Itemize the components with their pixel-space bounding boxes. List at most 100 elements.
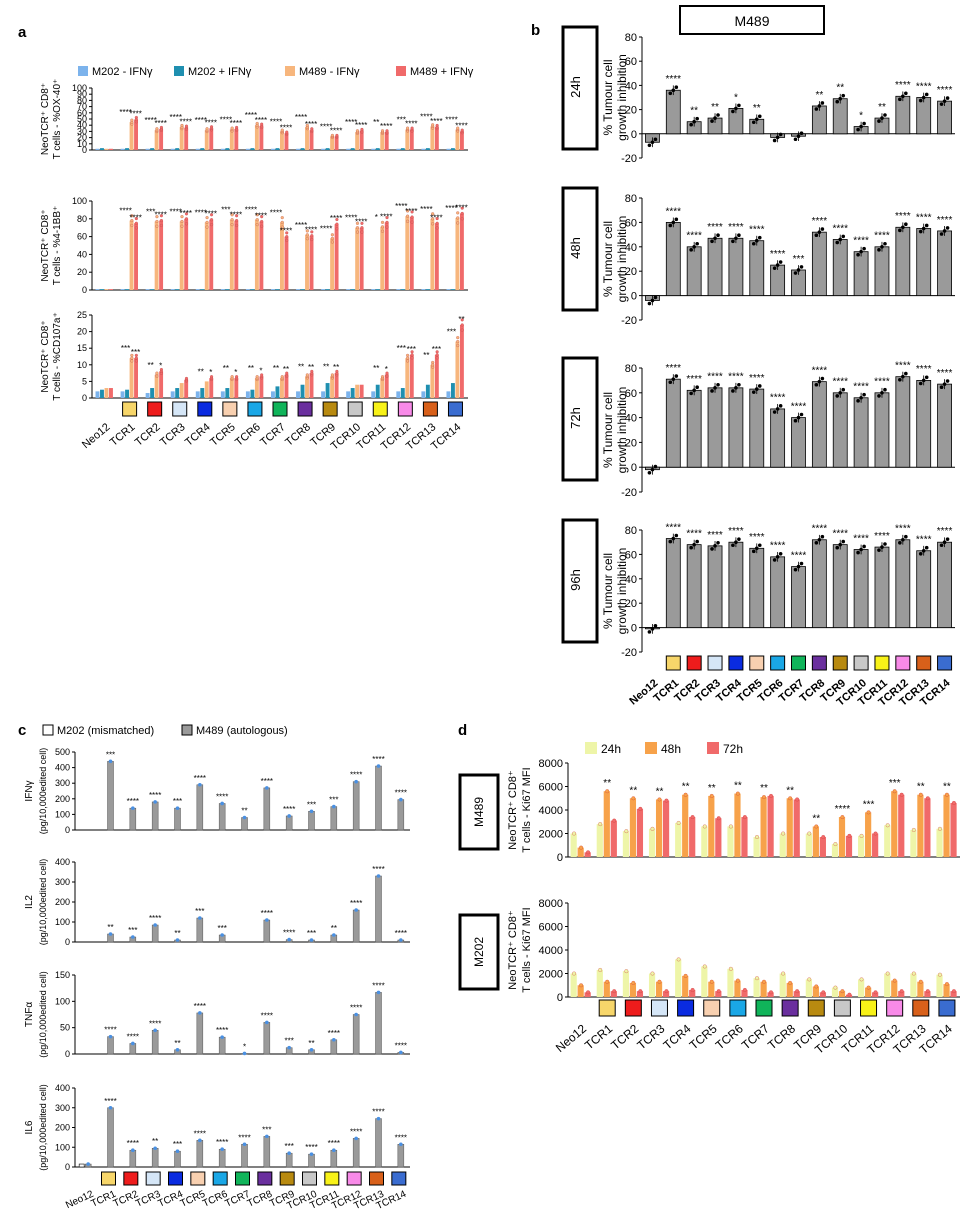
tcr-color-square [147,401,163,417]
significance-label: ** [786,785,794,796]
significance-label: *** [432,345,441,354]
data-point [650,467,655,472]
significance-label: **** [832,529,848,540]
data-point [399,938,403,942]
bar [209,219,214,290]
significance-label: **** [283,805,295,814]
data-point [335,227,339,231]
y-tick-label: 20 [77,327,87,337]
bar [174,1150,181,1168]
data-point [205,225,209,229]
y-axis-unit: (pg/10,000edited cell) [38,748,48,835]
data-point [305,123,309,128]
data-point [841,234,846,239]
y-tick-label: 0 [631,462,637,474]
data-point [184,376,189,381]
data-point [376,874,381,878]
data-point [435,217,439,221]
bar [145,148,150,150]
tcr-color-square [665,655,681,671]
data-point [807,977,812,982]
tcr-color-square [937,655,953,671]
y-tick-label: 0 [557,852,563,864]
data-point [572,971,577,976]
data-point [332,1148,336,1153]
bar [195,391,200,398]
y-axis-label: growth inhibition [615,387,629,474]
bar [832,544,848,629]
bar [727,826,734,857]
data-point [899,792,904,797]
cell-line-label: M489 [472,797,486,827]
data-point [778,132,783,137]
data-point [731,389,735,393]
y-tick-label: 70 [77,102,87,112]
bar [577,985,584,997]
data-point [859,249,863,254]
bar [145,393,150,398]
bar [596,969,603,997]
bar [120,391,125,398]
bar [741,817,748,857]
bar [397,1144,405,1168]
data-point [671,88,676,93]
significance-label: **** [216,1138,228,1147]
data-point [835,99,840,104]
tcr-color-square [832,655,848,671]
bar [179,383,184,398]
bar [271,391,275,398]
significance-label: **** [832,223,848,234]
bar [308,1153,315,1168]
bar [284,374,289,398]
data-point [332,933,336,937]
data-point [778,404,783,408]
bar [95,148,100,150]
significance-label: **** [305,226,317,235]
data-point [605,979,610,984]
bar [107,1107,114,1168]
data-point [631,796,636,801]
y-axis-label: NeoTCR⁺ CD8⁺ [507,910,519,990]
data-point [710,547,714,551]
data-point [814,824,819,829]
bar [154,130,159,150]
data-point [793,567,798,572]
data-point [713,236,717,241]
data-point [924,545,929,550]
significance-label: * [159,361,162,370]
data-point [647,301,652,306]
significance-label: ** [373,364,379,373]
significance-label: ** [815,90,823,101]
data-point [833,985,838,990]
significance-label: *** [889,778,901,789]
x-tick-label: TCR1 [582,1021,615,1052]
significance-label: *** [397,116,406,125]
bar [434,127,439,150]
significance-label: *** [121,344,130,353]
bar [259,125,264,150]
data-point [456,343,460,348]
significance-label: **** [119,108,131,117]
bar [409,217,414,290]
data-point [638,989,643,994]
data-point [762,795,766,800]
y-tick-label: 60 [625,56,637,68]
x-tick-label: TCR5 [687,1021,720,1052]
bar [396,148,401,150]
significance-label: ** [283,365,289,374]
data-point [799,265,804,269]
significance-label: * [734,92,738,103]
significance-label: ** [708,783,716,794]
x-tick-label: TCR2 [608,1021,641,1052]
significance-label: ** [690,106,698,117]
bar [874,246,890,297]
bar [767,992,774,997]
data-point [716,233,720,238]
data-point [330,133,334,137]
bar [400,148,405,150]
data-point [431,360,435,365]
bar [330,1039,338,1055]
data-point [799,561,804,566]
x-tick-label: TCR8 [283,421,313,449]
bar [134,223,138,290]
